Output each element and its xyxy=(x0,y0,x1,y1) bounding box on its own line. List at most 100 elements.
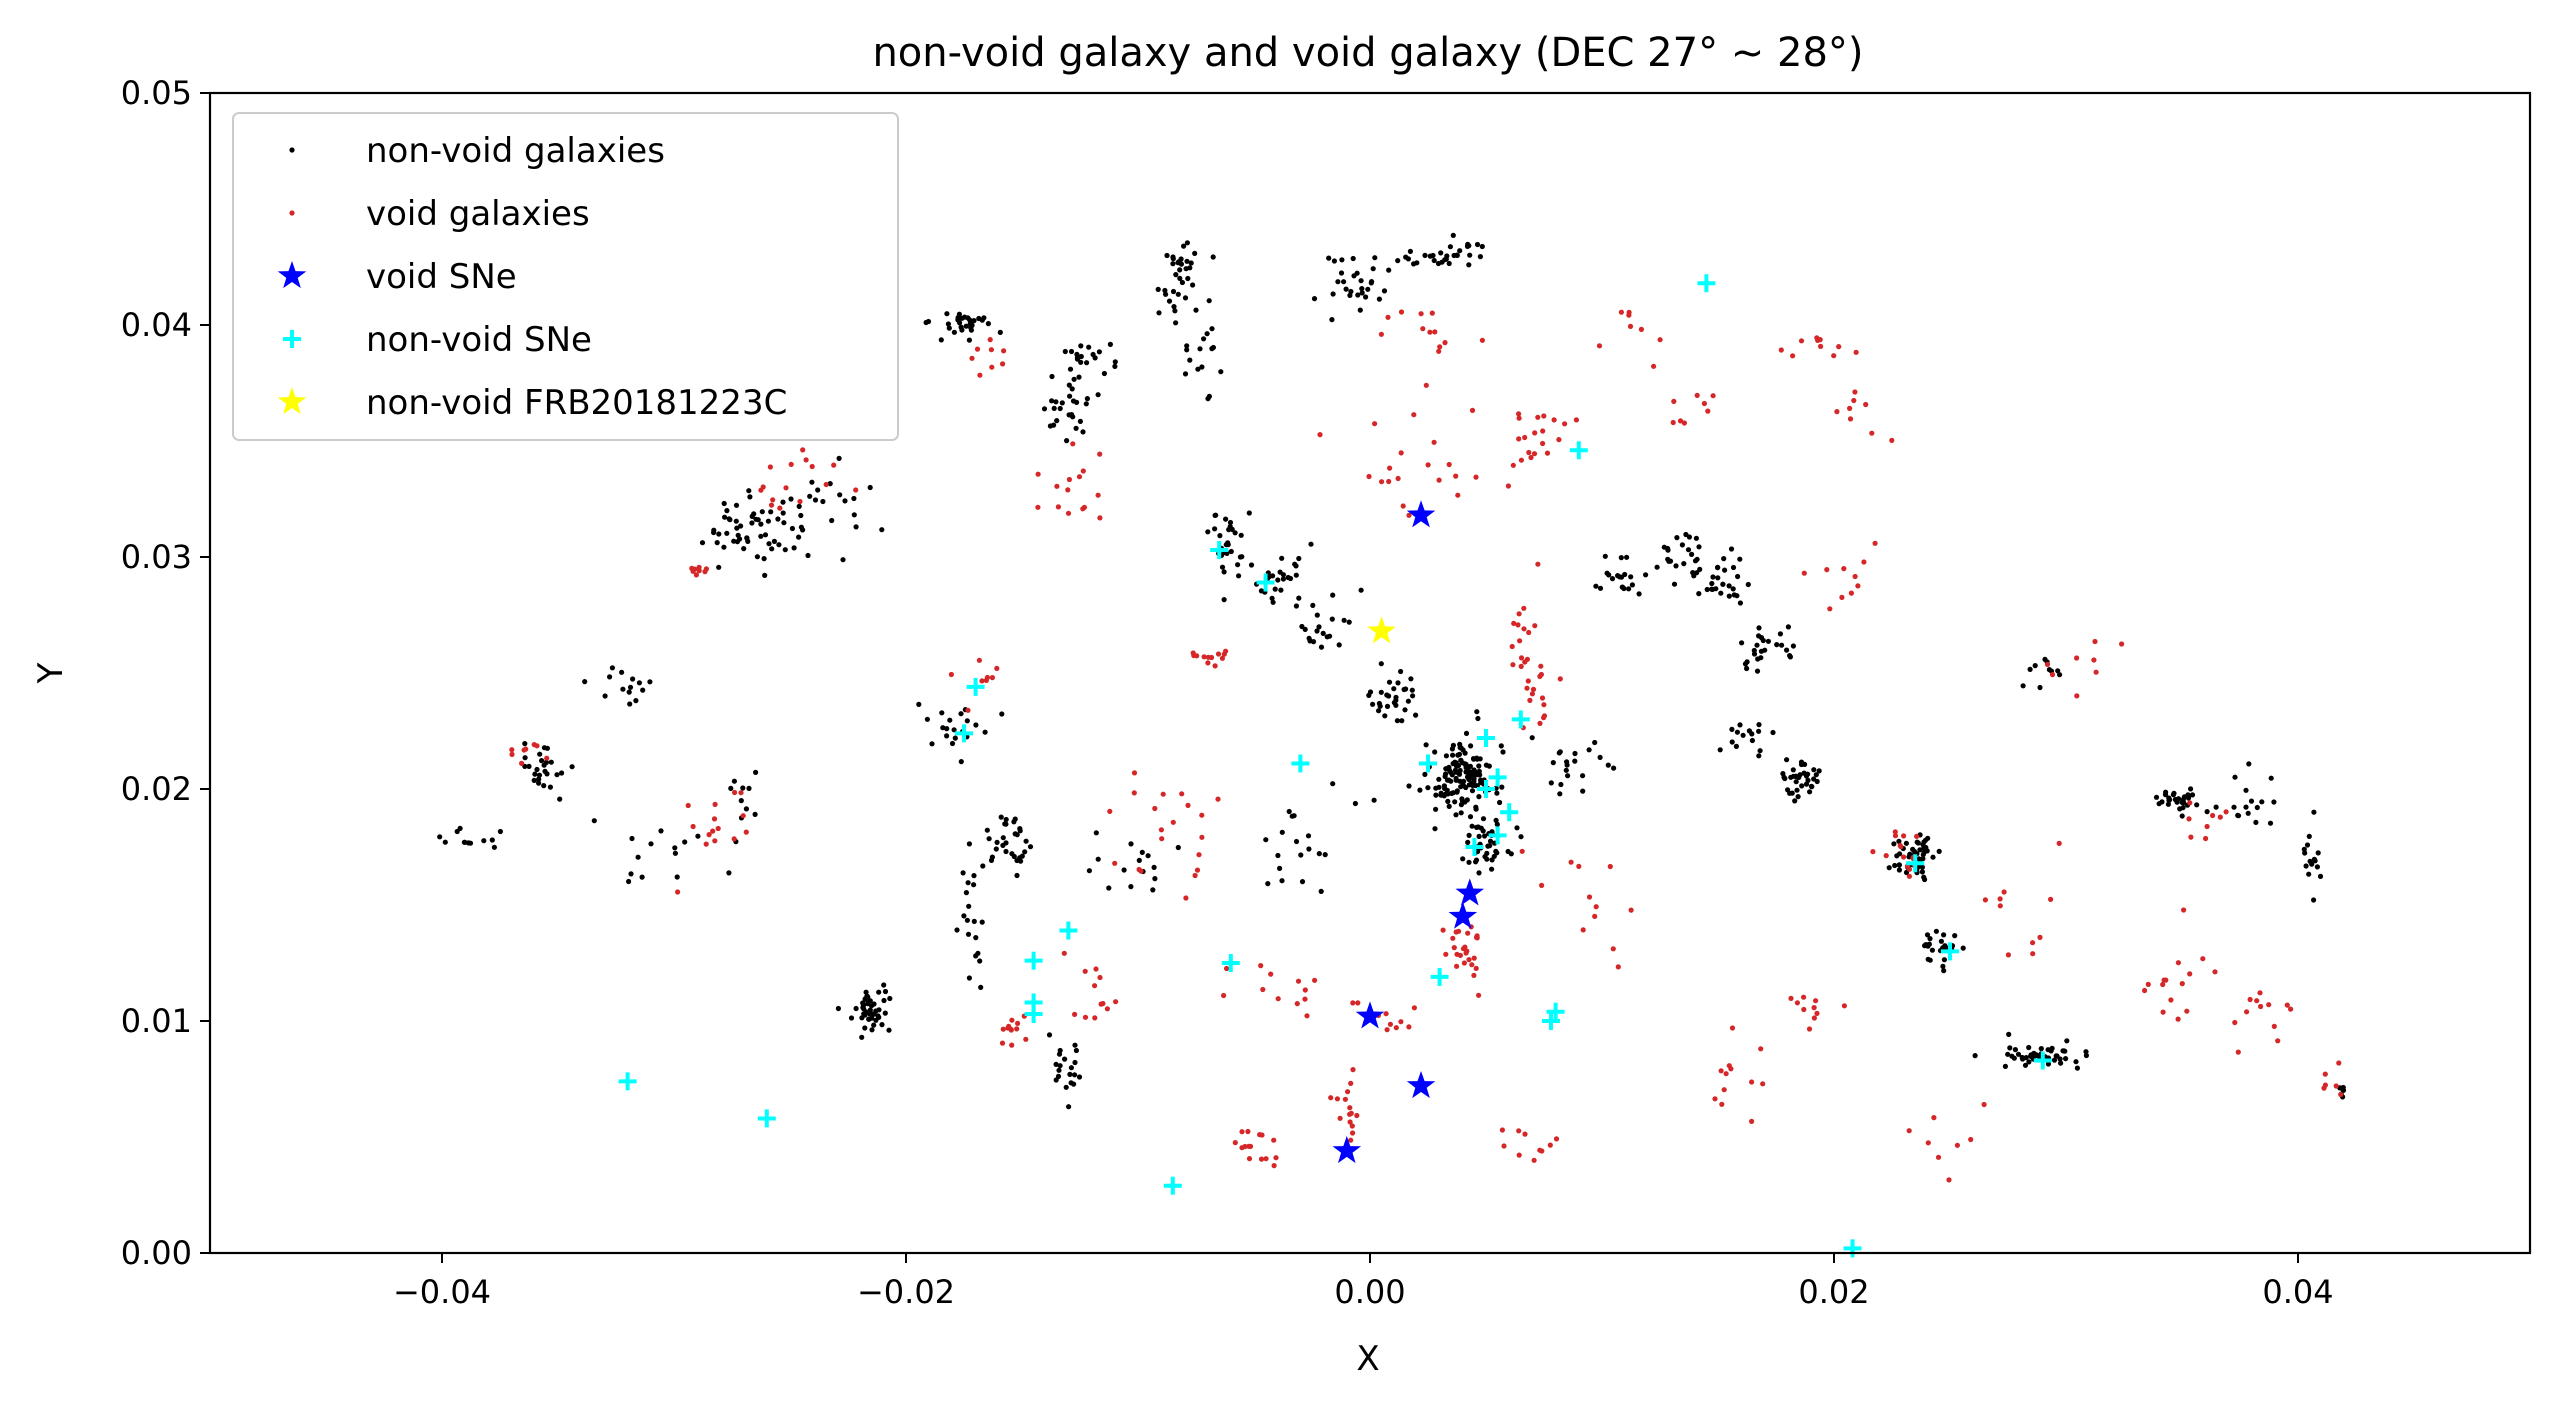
legend-label: non-void SNe xyxy=(366,320,592,360)
non-void-galaxy-point xyxy=(1938,938,1944,944)
void-galaxy-point xyxy=(1179,791,1185,797)
void-galaxy-point xyxy=(1221,992,1227,999)
non-void-galaxy-point xyxy=(1914,839,1920,845)
non-void-sne-marker xyxy=(1511,710,1530,729)
void-galaxy-point xyxy=(969,355,975,361)
non-void-galaxy-point xyxy=(1737,600,1743,606)
non-void-galaxy-point xyxy=(2246,761,2252,767)
non-void-galaxy-point xyxy=(1593,583,1599,589)
void-galaxy-point xyxy=(1790,353,1796,359)
void-galaxy-point xyxy=(1841,566,1847,572)
non-void-galaxy-point xyxy=(958,759,964,765)
non-void-galaxy-point xyxy=(771,538,778,545)
legend-label: non-void galaxies xyxy=(366,131,665,171)
void-galaxy-point xyxy=(1366,473,1372,480)
void-galaxy-point xyxy=(2212,969,2218,975)
non-void-galaxy-point xyxy=(1681,561,1687,567)
non-void-galaxy-point xyxy=(1629,582,1635,588)
non-void-galaxy-point xyxy=(674,874,680,880)
non-void-galaxy-point xyxy=(1067,366,1074,372)
non-void-galaxy-point xyxy=(1225,540,1231,546)
void-galaxy-point xyxy=(1215,651,1222,657)
non-void-galaxy-point xyxy=(1484,850,1490,856)
non-void-galaxy-point xyxy=(1471,776,1477,782)
non-void-galaxy-point xyxy=(2301,846,2307,852)
legend-marker xyxy=(277,261,307,289)
void-galaxy-point xyxy=(1593,904,1599,910)
non-void-galaxy-point xyxy=(1003,848,1009,855)
non-void-galaxy-point xyxy=(2073,1059,2079,1065)
void-galaxy-point xyxy=(1628,907,1634,913)
non-void-galaxy-point xyxy=(761,556,767,562)
non-void-galaxy-point xyxy=(1076,374,1082,380)
non-void-galaxy-point xyxy=(1346,619,1352,625)
non-void-galaxy-point xyxy=(1443,753,1449,759)
non-void-galaxy-point xyxy=(639,874,645,880)
void-galaxy-point xyxy=(2030,940,2036,946)
legend: non-void galaxies void galaxies void SNe no… xyxy=(232,112,899,441)
non-void-galaxy-point xyxy=(2020,683,2026,689)
non-void-galaxy-point xyxy=(766,541,772,547)
non-void-galaxy-point xyxy=(929,741,935,747)
non-void-galaxy-point xyxy=(1494,850,1500,856)
non-void-galaxy-point xyxy=(1053,1061,1059,1067)
void-galaxy-point xyxy=(1848,590,1854,596)
void-galaxy-point xyxy=(1215,796,1221,802)
non-void-galaxy-point xyxy=(2159,799,2165,805)
non-void-galaxy-point xyxy=(1452,767,1458,774)
non-void-galaxy-point xyxy=(1469,780,1475,787)
void-galaxy-point xyxy=(1946,1177,1952,1183)
void-galaxy-point xyxy=(994,665,1000,672)
void-galaxy-point xyxy=(1219,655,1225,661)
void-galaxy-point xyxy=(1072,1011,1078,1018)
non-void-galaxy-point xyxy=(522,741,528,747)
void-galaxy-point xyxy=(2333,1083,2339,1089)
legend-marker xyxy=(289,147,295,153)
non-void-galaxy-point xyxy=(805,552,811,559)
non-void-galaxy-point xyxy=(1293,838,1300,845)
legend-item: non-void SNe xyxy=(283,320,592,360)
non-void-galaxy-point xyxy=(745,538,751,545)
non-void-galaxy-point xyxy=(1446,764,1452,771)
void-galaxy-point xyxy=(1205,660,1211,666)
non-void-galaxy-point xyxy=(1462,761,1468,767)
non-void-galaxy-point xyxy=(1063,1084,1069,1090)
non-void-galaxy-point xyxy=(1715,575,1721,581)
void-galaxy-point xyxy=(1000,361,1006,367)
non-void-galaxy-point xyxy=(2177,806,2183,812)
non-void-galaxy-point xyxy=(695,833,701,839)
void-galaxy-point xyxy=(1518,655,1525,661)
void-galaxy-point xyxy=(768,502,775,508)
void-galaxy-point xyxy=(989,364,995,370)
non-void-galaxy-point xyxy=(1336,642,1342,648)
non-void-galaxy-point xyxy=(1793,779,1799,785)
non-void-galaxy-point xyxy=(1469,788,1476,794)
void-galaxy-point xyxy=(797,498,803,505)
void-galaxy-point xyxy=(1461,960,1467,966)
void-galaxy-point xyxy=(1035,504,1041,510)
non-void-galaxy-point xyxy=(924,716,931,722)
non-void-galaxy-point xyxy=(1179,279,1185,286)
non-void-galaxy-point xyxy=(869,1027,875,1033)
void-galaxy-point xyxy=(965,707,971,713)
non-void-galaxy-point xyxy=(1476,833,1482,840)
non-void-galaxy-point xyxy=(1177,275,1183,281)
non-void-galaxy-point xyxy=(1602,553,1608,559)
non-void-galaxy-point xyxy=(1480,816,1487,822)
void-galaxy-point xyxy=(1372,421,1378,427)
non-void-galaxy-point xyxy=(648,841,654,847)
non-void-sne-marker xyxy=(1941,942,1959,961)
non-void-galaxy-point xyxy=(1197,346,1203,352)
non-void-galaxy-point xyxy=(1357,307,1363,313)
void-galaxy-point xyxy=(1337,1115,1343,1121)
non-void-galaxy-point xyxy=(993,846,999,852)
non-void-galaxy-point xyxy=(1665,545,1671,552)
void-galaxy-point xyxy=(1232,1140,1238,1146)
non-void-galaxy-point xyxy=(1442,773,1448,780)
non-void-sne-marker xyxy=(955,724,973,743)
non-void-galaxy-point xyxy=(1156,310,1162,316)
non-void-galaxy-point xyxy=(1813,772,1819,778)
non-void-galaxy-point xyxy=(1339,257,1345,263)
non-void-galaxy-point xyxy=(2303,863,2309,869)
non-void-galaxy-point xyxy=(1275,852,1281,859)
